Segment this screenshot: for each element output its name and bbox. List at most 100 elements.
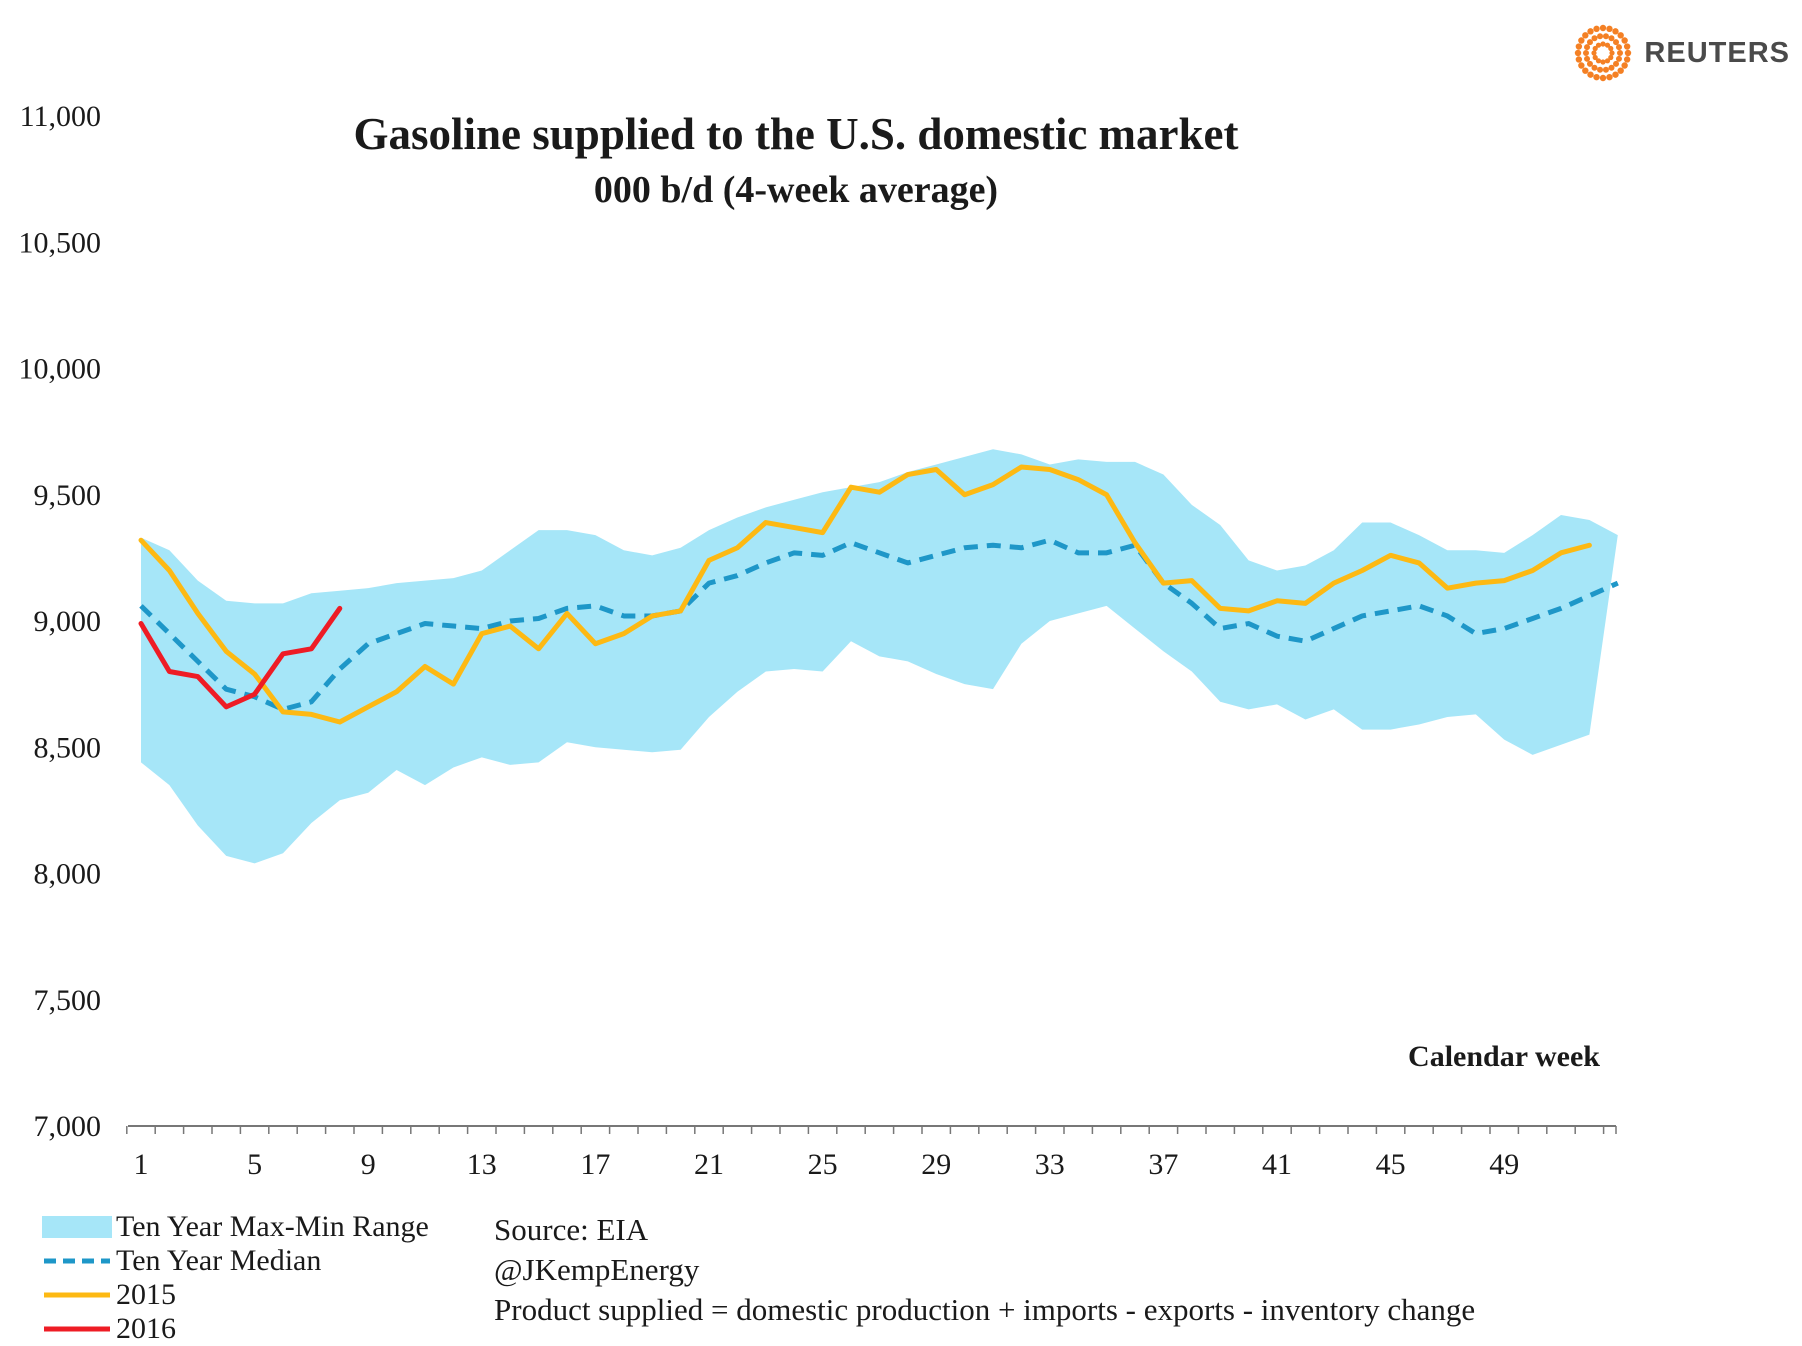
source-note: Source: EIA: [494, 1212, 649, 1247]
logo-dot: [1621, 62, 1629, 69]
x-tick-label: 5: [247, 1148, 262, 1181]
logo-dot: [1625, 49, 1632, 57]
reuters-dots-icon: [1575, 24, 1632, 82]
x-tick-label: 33: [1035, 1148, 1065, 1181]
legend-label-median: Ten Year Median: [116, 1244, 322, 1277]
logo-dot: [1597, 33, 1604, 40]
logo-dot: [1582, 67, 1589, 74]
logo-dot: [1591, 35, 1598, 42]
logo-dot: [1609, 50, 1616, 56]
legend-item-median: Ten Year Median: [42, 1244, 429, 1278]
logo-dot: [1587, 39, 1594, 46]
y-tick-label: 7,500: [34, 984, 102, 1017]
logo-dot: [1584, 44, 1591, 51]
x-axis: 1 5 9 13 17 21 25 29 33 37 41 45 49: [126, 1125, 1617, 1181]
legend-label-2016: 2016: [116, 1312, 176, 1345]
x-tick-label: 9: [361, 1148, 376, 1181]
logo-dot: [1600, 24, 1607, 32]
logo-dot: [1575, 49, 1582, 57]
logo-dot: [1608, 54, 1614, 61]
logo-dot: [1597, 66, 1604, 73]
logo-dot: [1603, 66, 1610, 73]
y-tick-label: 8,500: [34, 731, 102, 764]
series-points-2016: [140, 608, 340, 707]
logo-dot: [1605, 58, 1611, 64]
logo-dot: [1578, 62, 1585, 69]
x-tick-label: 13: [467, 1148, 497, 1181]
y-tick-label: 8,000: [34, 858, 102, 891]
logo-dot: [1608, 35, 1615, 42]
plot-area: [138, 449, 1619, 864]
logo-dot: [1612, 28, 1620, 35]
x-tick-label: 45: [1376, 1148, 1406, 1181]
x-axis-label: Calendar week: [1408, 1040, 1600, 1073]
logo-dot: [1583, 50, 1590, 56]
legend-label-range: Ten Year Max-Min Range: [116, 1210, 429, 1243]
logo-dot: [1617, 32, 1625, 39]
y-tick-label: 11,000: [20, 100, 101, 133]
y-tick-label: 9,000: [34, 605, 102, 638]
logo-dot: [1593, 54, 1599, 61]
logo-dot: [1576, 43, 1583, 50]
logo-dot: [1606, 25, 1614, 33]
logo-dot: [1584, 55, 1591, 62]
legend-swatch-2016: [42, 1316, 112, 1342]
legend-item-range: Ten Year Max-Min Range: [42, 1210, 429, 1244]
legend: Ten Year Max-Min Range Ten Year Median 2…: [42, 1210, 429, 1346]
logo-dot: [1603, 33, 1610, 40]
logo-dot: [1596, 58, 1602, 64]
logo-dot: [1616, 44, 1623, 51]
series-line-2015: [138, 464, 1592, 725]
logo-dot: [1600, 41, 1607, 47]
logo-dot: [1613, 39, 1620, 46]
logo-dot: [1591, 50, 1598, 56]
logo-dot: [1587, 28, 1595, 35]
legend-swatch-median: [42, 1248, 112, 1274]
logo-dot: [1605, 42, 1611, 48]
logo-dot: [1587, 60, 1594, 67]
logo-dot: [1608, 45, 1614, 52]
logo-dot: [1616, 55, 1623, 62]
logo-dot: [1593, 25, 1601, 33]
logo-dot: [1617, 50, 1624, 56]
x-tick-label: 49: [1489, 1148, 1519, 1181]
logo-dot: [1624, 43, 1631, 50]
x-tick-label: 29: [921, 1148, 951, 1181]
series-points-2015: [140, 466, 1590, 723]
legend-item-2015: 2015: [42, 1278, 429, 1312]
logo-dot: [1600, 59, 1607, 65]
logo-dot: [1613, 60, 1620, 67]
logo-dot: [1606, 73, 1614, 81]
author-note: @JKempEnergy: [494, 1252, 700, 1287]
x-tick-label: 1: [134, 1148, 149, 1181]
chart-title: Gasoline supplied to the U.S. domestic m…: [353, 109, 1239, 159]
legend-label-2015: 2015: [116, 1278, 176, 1311]
logo-dot: [1612, 71, 1620, 78]
logo-dot: [1591, 64, 1598, 71]
legend-swatch-2015: [42, 1282, 112, 1308]
y-tick-label: 10,500: [19, 226, 102, 259]
y-tick-label: 7,000: [34, 1110, 102, 1143]
logo-dot: [1608, 64, 1615, 71]
logo-dot: [1621, 37, 1629, 44]
legend-item-2016: 2016: [42, 1312, 429, 1346]
logo-dot: [1617, 67, 1625, 74]
reuters-logo: REUTERS: [1572, 22, 1790, 84]
y-axis: 7,000 7,500 8,000 8,500 9,000 9,500 10,000 10,5…: [19, 100, 102, 1143]
series-line-2016: [138, 605, 343, 710]
logo-dot: [1576, 56, 1583, 63]
logo-dot: [1587, 71, 1595, 78]
logo-dot: [1578, 37, 1585, 44]
x-tick-label: 17: [580, 1148, 610, 1181]
brand-name: REUTERS: [1644, 36, 1790, 69]
chart-notes: Source: EIA @JKempEnergy Product supplie…: [494, 1210, 1475, 1330]
x-tick-label: 37: [1148, 1148, 1178, 1181]
definition-note: Product supplied = domestic production +…: [494, 1292, 1476, 1327]
x-tick-label: 41: [1262, 1148, 1292, 1181]
logo-dot: [1624, 56, 1631, 63]
logo-dot: [1582, 32, 1589, 39]
x-tick-label: 25: [808, 1148, 838, 1181]
logo-dot: [1596, 42, 1602, 48]
range-band: [141, 449, 1618, 864]
